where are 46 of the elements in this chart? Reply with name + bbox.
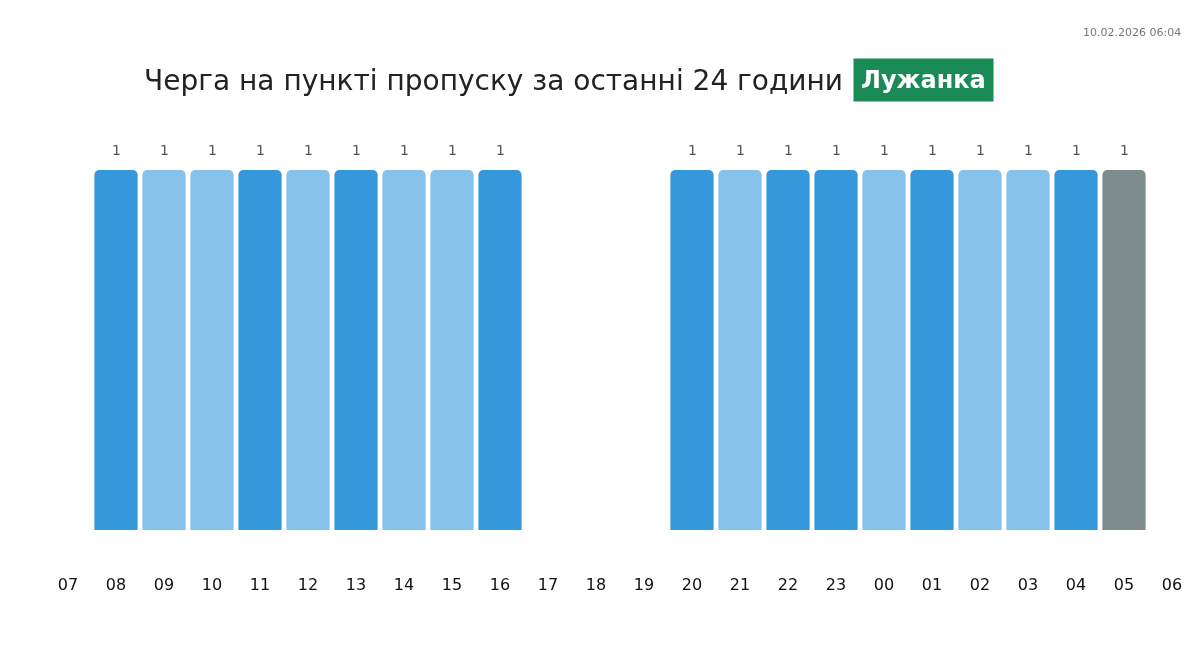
- x-tick-label: 23: [825, 575, 847, 594]
- x-tick-label: 18: [585, 575, 607, 594]
- x-tick-label: 11: [249, 575, 271, 594]
- chart-title: Черга на пункті пропуску за останні 24 години: [144, 63, 843, 97]
- data-label: 1: [208, 142, 217, 158]
- x-tick-label: 14: [393, 575, 415, 594]
- data-label: 1: [688, 142, 697, 158]
- data-label: 1: [736, 142, 745, 158]
- x-tick-label: 20: [681, 575, 703, 594]
- data-label: 1: [928, 142, 937, 158]
- x-tick-label: 21: [729, 575, 751, 594]
- data-label: 1: [160, 142, 169, 158]
- data-label: 1: [304, 142, 313, 158]
- x-tick-label: 12: [297, 575, 319, 594]
- data-label: 1: [256, 142, 265, 158]
- x-tick-label: 22: [777, 575, 799, 594]
- data-label: 1: [1024, 142, 1033, 158]
- x-tick-label: 10: [201, 575, 223, 594]
- x-tick-label: 17: [537, 575, 559, 594]
- x-tick-label: 13: [345, 575, 367, 594]
- x-tick-label: 06: [1161, 575, 1183, 594]
- data-label: 1: [112, 142, 121, 158]
- x-tick-label: 19: [633, 575, 655, 594]
- data-label: 1: [448, 142, 457, 158]
- data-label: 1: [976, 142, 985, 158]
- data-label: 1: [784, 142, 793, 158]
- x-tick-label: 07: [57, 575, 79, 594]
- chart-subtitle: Лужанка: [861, 66, 986, 94]
- text: 10.02.2026 06:04: [1083, 26, 1182, 39]
- x-tick-label: 02: [969, 575, 991, 594]
- x-tick-label: 01: [921, 575, 943, 594]
- data-label: 1: [352, 142, 361, 158]
- x-tick-label: 05: [1113, 575, 1135, 594]
- x-tick-label: 08: [105, 575, 127, 594]
- data-label: 1: [832, 142, 841, 158]
- data-label: 1: [400, 142, 409, 158]
- x-tick-label: 16: [489, 575, 511, 594]
- x-tick-label: 15: [441, 575, 463, 594]
- data-label: 1: [880, 142, 889, 158]
- x-tick-label: 00: [873, 575, 895, 594]
- data-label: 1: [1072, 142, 1081, 158]
- data-label: 1: [1120, 142, 1129, 158]
- data-label: 1: [496, 142, 505, 158]
- x-tick-label: 09: [153, 575, 175, 594]
- x-tick-label: 03: [1017, 575, 1039, 594]
- x-tick-label: 04: [1065, 575, 1087, 594]
